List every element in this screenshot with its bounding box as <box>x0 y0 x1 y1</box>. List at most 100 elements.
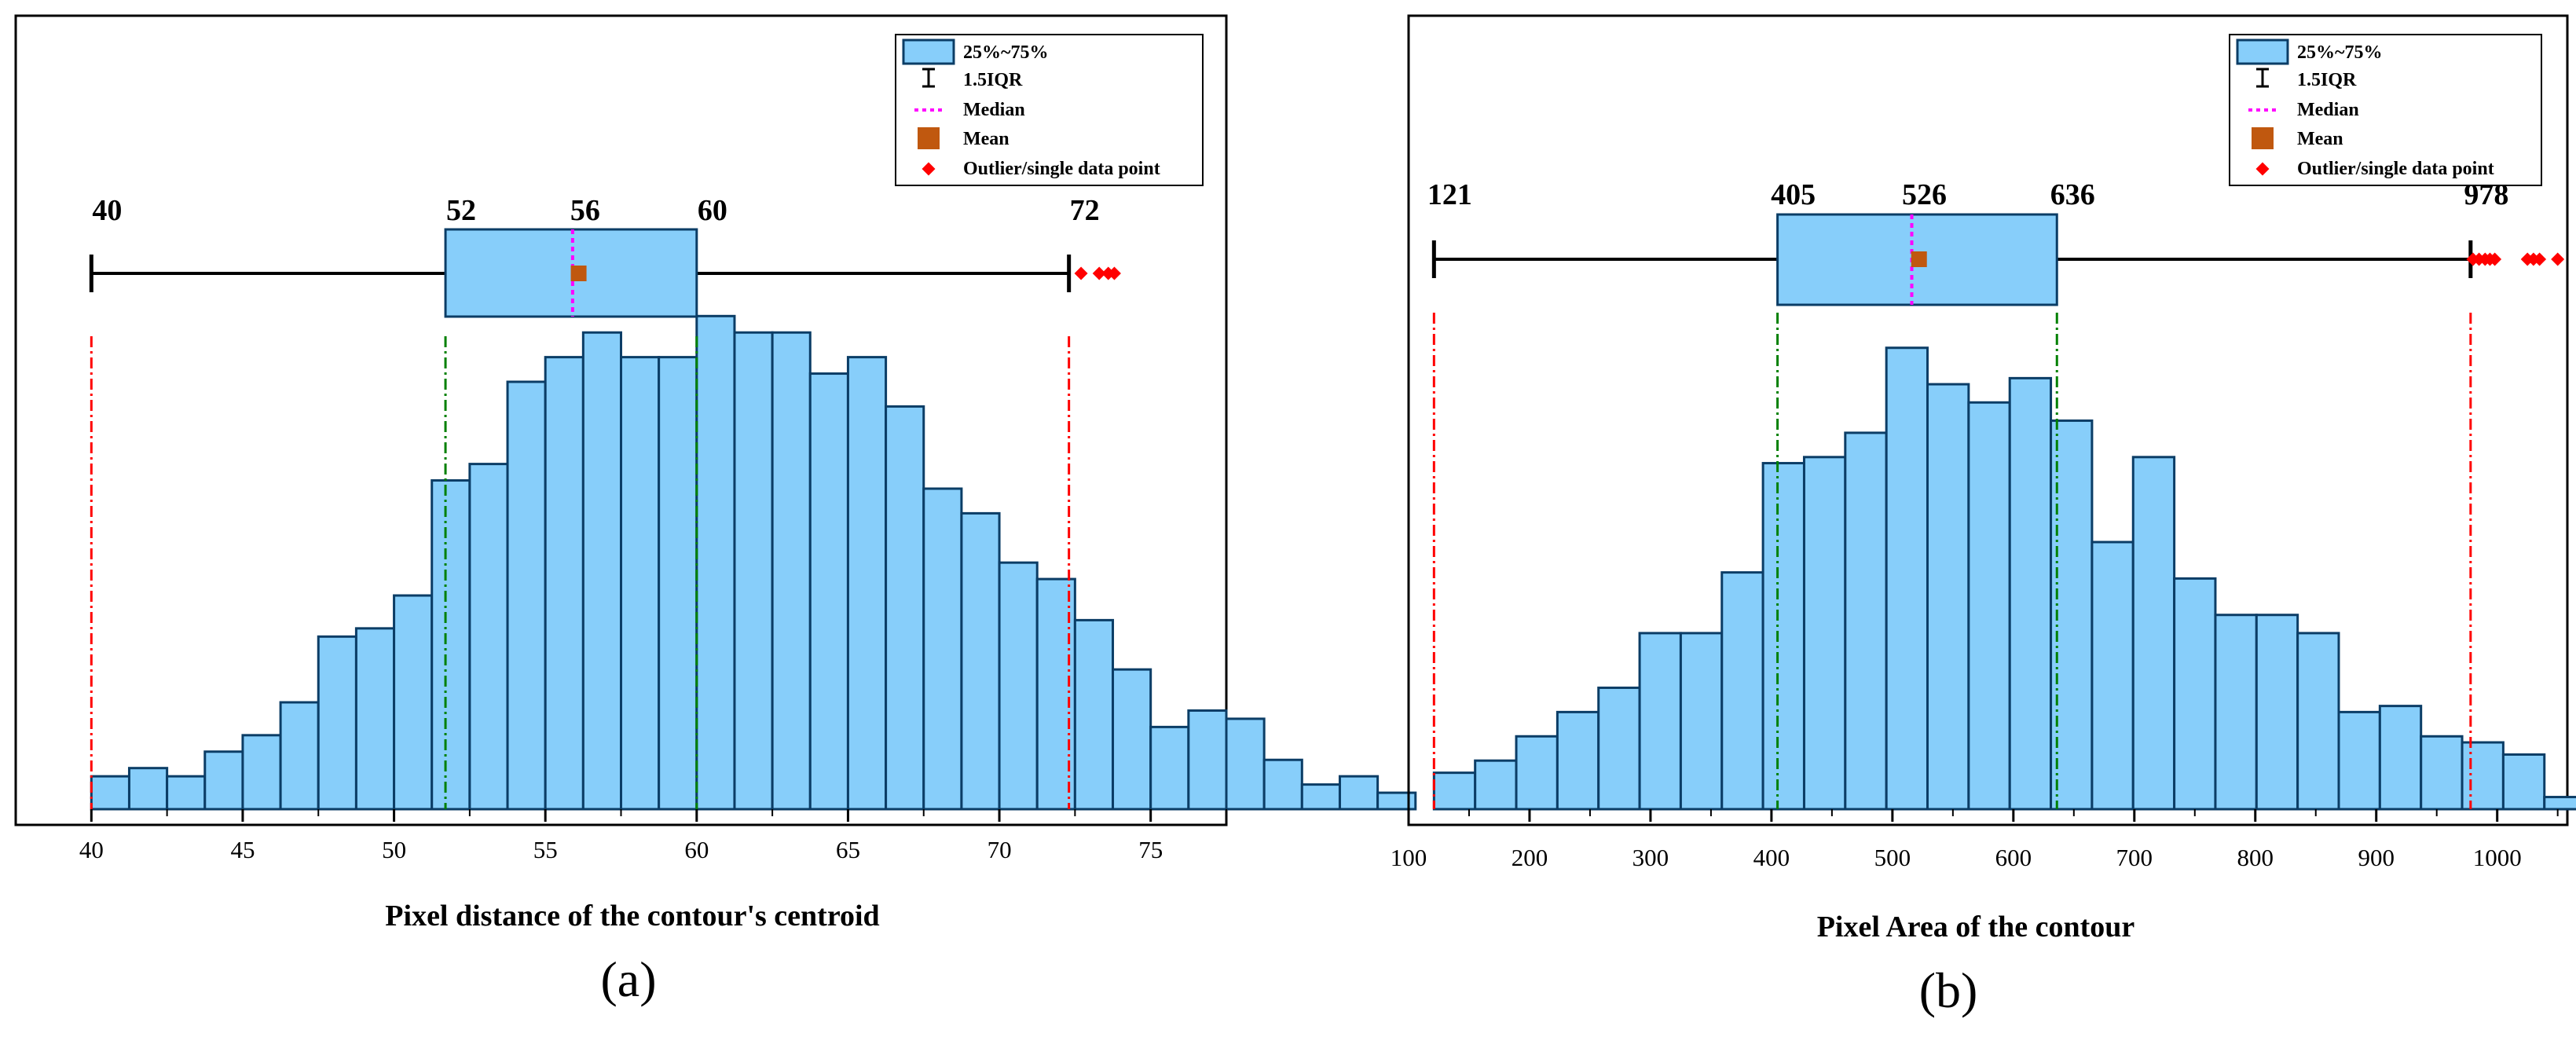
histogram-bar <box>620 356 661 811</box>
histogram-bar <box>1885 346 1929 811</box>
histogram-bar <box>2461 741 2505 811</box>
histogram-bar <box>2090 540 2134 811</box>
legend-box-swatch <box>2236 38 2289 65</box>
histogram-bars <box>90 314 1417 811</box>
histogram-bar <box>393 594 434 811</box>
x-tick-label: 300 <box>1632 844 1669 871</box>
histogram-bar <box>317 635 357 811</box>
histogram-bar <box>2255 614 2299 811</box>
iqr-box <box>1776 213 2058 306</box>
legend: 25%~75% 1.5IQR Median Mean Outlier/singl… <box>895 34 1204 186</box>
histogram-bar <box>960 511 1001 811</box>
legend-iqr-icon <box>922 68 935 88</box>
x-tick-label: 65 <box>836 836 860 863</box>
x-axis-ticks: 100 200 300 400 500 600 700 800 900 1000 <box>1391 809 2559 871</box>
legend-mean-square <box>2252 127 2274 149</box>
histogram-bar <box>658 356 698 811</box>
histogram-bar <box>1225 717 1266 811</box>
value-label-q1: 52 <box>446 194 476 227</box>
x-tick-label: 200 <box>1512 844 1548 871</box>
histogram-bar <box>1515 735 1559 811</box>
x-tick-label: 70 <box>988 836 1012 863</box>
histogram-bar <box>431 479 471 811</box>
x-tick-label: 100 <box>1391 844 1427 871</box>
histogram-bar <box>1073 618 1115 811</box>
histogram-bar <box>2378 705 2423 811</box>
panel-b: 121 405 526 636 978 100 200 300 400 500 600 700 800… <box>1391 14 2576 1018</box>
legend-iqr-label: 1.5IQR <box>963 70 1023 90</box>
histogram-bar <box>2420 735 2464 811</box>
histogram-bar <box>695 314 736 811</box>
histogram-bar <box>1112 668 1152 811</box>
plot-frame <box>14 14 1228 826</box>
histogram-bar <box>1555 710 1600 811</box>
histogram-bar <box>1432 771 1477 811</box>
legend-mean-label: Mean <box>963 129 1010 149</box>
histogram-bar <box>581 331 622 811</box>
legend-box-swatch <box>902 38 955 65</box>
x-tick-label: 75 <box>1138 836 1163 863</box>
value-label-whisker-low: 121 <box>1427 178 1472 211</box>
legend-iqr-icon <box>2256 68 2269 88</box>
histogram-bar <box>1761 462 1805 811</box>
legend-outlier-label: Outlier/single data point <box>963 159 1160 179</box>
x-tick-label: 1000 <box>2473 844 2522 871</box>
panel-a: 40 52 56 60 72 40 45 50 55 60 65 70 75 25%~75% 1.5I… <box>14 14 1417 1007</box>
x-tick-label: 45 <box>230 836 255 863</box>
x-tick-label: 900 <box>2358 844 2395 871</box>
histogram-bar <box>241 734 282 811</box>
histogram-bar <box>1638 632 1682 811</box>
histogram-bar <box>2131 456 2176 811</box>
value-label-q3: 60 <box>698 194 727 227</box>
histogram-bar <box>2337 710 2381 811</box>
histogram-bar <box>468 463 509 811</box>
histogram-bar <box>808 372 849 811</box>
histogram-bar <box>166 775 207 811</box>
histogram-bar <box>354 627 396 811</box>
boxplot: 40 52 56 60 72 <box>89 194 1121 318</box>
histogram-bar <box>1967 401 2011 811</box>
legend-median-label: Median <box>963 100 1025 120</box>
value-label-q3: 636 <box>2050 178 2095 211</box>
histogram-bar <box>279 701 320 811</box>
histogram-bars <box>1432 346 2576 811</box>
histogram-bar <box>1262 758 1303 811</box>
x-axis-title: Pixel distance of the contour's centroid <box>385 900 879 933</box>
legend-median-label: Median <box>2297 100 2359 120</box>
mean-marker <box>1911 251 1927 267</box>
histogram-bar <box>2008 376 2053 811</box>
legend-box-label: 25%~75% <box>963 42 1048 63</box>
histogram-bar <box>733 331 774 811</box>
panel-label: (a) <box>600 951 656 1007</box>
histogram-bar <box>1844 431 1888 811</box>
legend-outlier-label: Outlier/single data point <box>2297 159 2494 179</box>
histogram-bar <box>1149 725 1190 811</box>
histogram-bar <box>2543 796 2576 811</box>
x-tick-label: 800 <box>2237 844 2274 871</box>
histogram-bar <box>203 750 244 811</box>
x-tick-label: 700 <box>2116 844 2153 871</box>
outlier-point <box>1074 266 1088 280</box>
plot-frame <box>1407 14 2569 826</box>
boxplot: 121 405 526 636 978 <box>1427 178 2565 306</box>
histogram-bar <box>1376 791 1417 811</box>
histogram-bar <box>506 380 547 811</box>
histogram-bar <box>1597 686 1641 811</box>
value-label-median: 526 <box>1902 178 1947 211</box>
histogram-bar <box>1187 709 1228 811</box>
guide-lines <box>90 336 1071 809</box>
histogram-bar <box>1474 759 1518 811</box>
histogram-bar <box>90 775 130 811</box>
histogram-bar <box>1338 775 1380 811</box>
x-tick-label: 400 <box>1753 844 1790 871</box>
histogram-bar <box>2214 614 2258 811</box>
histogram-bar <box>1720 571 1764 811</box>
histogram-bar <box>2501 753 2546 811</box>
histogram-bar <box>2173 577 2217 811</box>
histogram-bar <box>127 767 169 811</box>
histogram-bar <box>885 405 925 811</box>
mean-marker <box>570 266 587 281</box>
histogram-bar <box>1300 783 1341 811</box>
histogram-bar <box>1802 456 1847 811</box>
